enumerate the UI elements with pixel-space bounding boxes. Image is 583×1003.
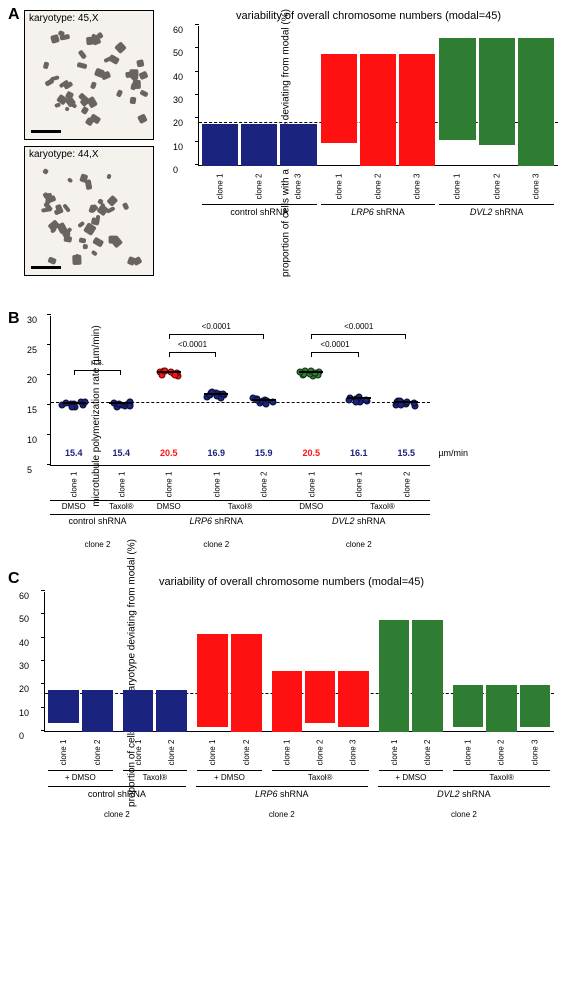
karyotype-image-45x: karyotype: 45,X (24, 10, 154, 140)
chart-b: 5101520253015.415.420.516.915.920.516.11… (50, 316, 430, 516)
panel-a: A karyotype: 45,X karyotype: 44,X propor… (10, 10, 573, 276)
karyotype-label: karyotype: 45,X (29, 13, 98, 24)
panel-c: C proportion of cells with a karyotype d… (10, 576, 573, 792)
chart-c: 0102030405060clone 1clone 2clone 1clone … (44, 592, 554, 792)
chart-a-wrap: proportion of cells with a karyotype dev… (164, 10, 573, 276)
scalebar (31, 266, 61, 269)
panel-a-label: A (8, 6, 20, 24)
karyotype-label: karyotype: 44,X (29, 149, 98, 160)
scalebar (31, 130, 61, 133)
panel-b-label: B (8, 310, 20, 328)
karyotype-dots (31, 161, 147, 269)
figure: A karyotype: 45,X karyotype: 44,X propor… (10, 10, 573, 792)
panel-c-label: C (8, 570, 20, 588)
karyotype-column: karyotype: 45,X karyotype: 44,X (24, 10, 154, 276)
karyotype-image-44x: karyotype: 44,X (24, 146, 154, 276)
chart-c-title: variability of overall chromosome number… (10, 576, 573, 588)
chart-a-title: variability of overall chromosome number… (164, 10, 573, 22)
karyotype-dots (31, 25, 147, 133)
panel-b: B microtubule polymerization rate (µm/mi… (10, 316, 573, 516)
chart-a: 0102030405060clone 1clone 2clone 3clone … (198, 26, 558, 206)
